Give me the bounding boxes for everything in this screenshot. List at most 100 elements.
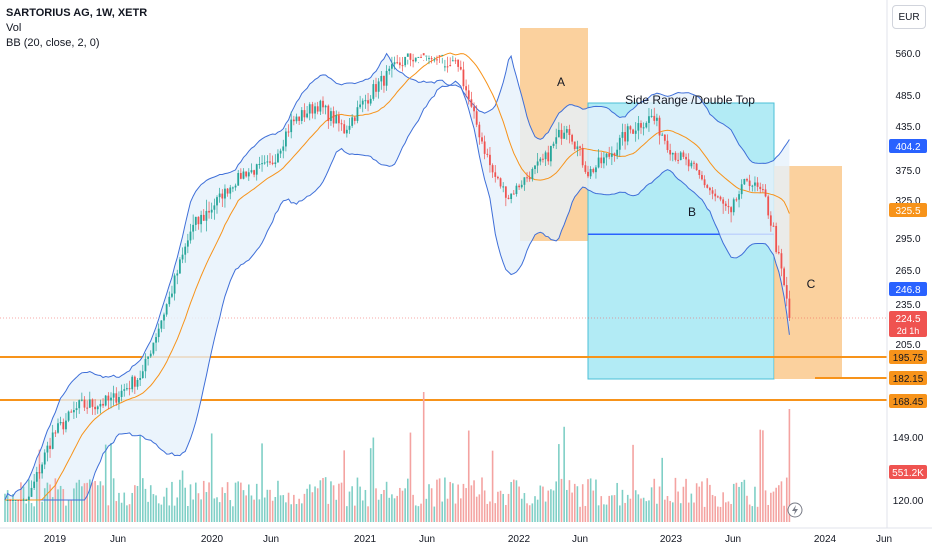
volume-bar bbox=[780, 481, 783, 522]
volume-bar bbox=[573, 483, 576, 522]
candle-body bbox=[531, 169, 534, 180]
candle-body bbox=[565, 129, 568, 133]
volume-bar bbox=[783, 505, 785, 522]
volume-bar bbox=[698, 486, 701, 522]
candle-body bbox=[123, 389, 126, 391]
volume-bar bbox=[666, 496, 669, 522]
candle-body bbox=[73, 410, 75, 413]
volume-bar bbox=[104, 444, 107, 522]
volume-bar bbox=[709, 484, 711, 522]
time-tick: 2024 bbox=[814, 534, 837, 545]
candle-body bbox=[335, 115, 338, 124]
candle-body bbox=[520, 184, 523, 188]
volume-bar bbox=[319, 480, 322, 522]
volume-bar bbox=[136, 485, 139, 522]
price-label: 168.45 bbox=[893, 397, 924, 408]
volume-bar bbox=[17, 500, 20, 522]
volume-bar bbox=[348, 491, 351, 522]
volume-bar bbox=[192, 499, 194, 522]
volume-bar bbox=[99, 481, 102, 522]
candle-body bbox=[584, 165, 587, 172]
candle-body bbox=[661, 134, 664, 136]
volume-bar bbox=[714, 496, 716, 522]
candle-body bbox=[444, 66, 446, 68]
candle-body bbox=[266, 161, 269, 163]
volume-bar bbox=[285, 502, 287, 522]
candle-body bbox=[393, 62, 396, 65]
candle-body bbox=[438, 55, 441, 57]
candle-body bbox=[33, 481, 36, 488]
volume-bar bbox=[740, 481, 743, 522]
volume-legend: Vol bbox=[6, 22, 22, 34]
candle-body bbox=[70, 411, 73, 413]
price-label: 195.75 bbox=[893, 353, 924, 364]
volume-bar bbox=[642, 497, 645, 522]
volume-bar bbox=[263, 497, 266, 522]
volume-bar bbox=[515, 480, 518, 522]
candle-body bbox=[603, 157, 605, 164]
volume-bar bbox=[6, 490, 9, 522]
volume-bar bbox=[210, 433, 213, 522]
candle-body bbox=[118, 397, 120, 403]
volume-bar bbox=[375, 488, 377, 522]
volume-bar bbox=[711, 494, 714, 522]
currency-button[interactable]: EUR bbox=[892, 5, 926, 29]
volume-bar bbox=[332, 485, 335, 522]
candle-body bbox=[359, 104, 361, 108]
volume-bar bbox=[364, 489, 367, 522]
candle-body bbox=[192, 224, 195, 232]
candle-body bbox=[690, 162, 693, 167]
candle-body bbox=[375, 84, 377, 92]
candle-body bbox=[486, 153, 489, 155]
volume-bar bbox=[218, 502, 221, 522]
price-tick: 235.0 bbox=[895, 300, 920, 311]
volume-bar bbox=[478, 494, 481, 522]
candle-body bbox=[414, 57, 417, 62]
volume-bar bbox=[727, 501, 730, 522]
candle-body bbox=[239, 173, 242, 179]
price-label-box bbox=[889, 139, 927, 153]
volume-bar bbox=[385, 481, 388, 522]
volume-bar bbox=[725, 502, 727, 522]
volume-bar bbox=[59, 485, 62, 522]
candle-body bbox=[502, 186, 505, 188]
candle-body bbox=[163, 314, 165, 321]
candle-body bbox=[406, 53, 409, 57]
candle-body bbox=[391, 64, 393, 69]
volume-bar bbox=[181, 470, 184, 522]
volume-bar bbox=[658, 486, 661, 522]
volume-bar bbox=[645, 501, 648, 522]
volume-bar bbox=[171, 481, 173, 522]
candle-body bbox=[727, 205, 730, 208]
candle-body bbox=[65, 420, 67, 430]
volume-bar bbox=[544, 501, 547, 522]
volume-bar bbox=[584, 505, 587, 522]
candle-body bbox=[35, 472, 38, 482]
symbol-title: SARTORIUS AG, 1W, XETR bbox=[6, 7, 148, 19]
candle-body bbox=[457, 59, 460, 67]
candle-body bbox=[88, 399, 91, 408]
volume-bar bbox=[449, 481, 451, 522]
volume-bar bbox=[592, 490, 595, 522]
volume-bar bbox=[518, 486, 520, 522]
candle-body bbox=[613, 153, 616, 156]
volume-bar bbox=[634, 490, 637, 522]
price-tick: 205.0 bbox=[895, 340, 920, 351]
time-tick: 2021 bbox=[354, 534, 377, 545]
volume-bar bbox=[539, 485, 542, 522]
volume-bar bbox=[441, 501, 444, 522]
candle-body bbox=[51, 432, 54, 449]
candle-body bbox=[324, 105, 327, 108]
volume-bar bbox=[51, 497, 54, 522]
volume-bar bbox=[603, 504, 605, 522]
candle-body bbox=[571, 134, 573, 142]
volume-bar bbox=[163, 496, 165, 522]
volume-bar bbox=[240, 482, 242, 522]
candle-body bbox=[701, 174, 703, 180]
volume-bar bbox=[245, 495, 247, 522]
candle-body bbox=[237, 173, 240, 186]
volume-bar bbox=[237, 481, 239, 522]
candle-body bbox=[425, 55, 428, 57]
candle-body bbox=[46, 445, 49, 453]
